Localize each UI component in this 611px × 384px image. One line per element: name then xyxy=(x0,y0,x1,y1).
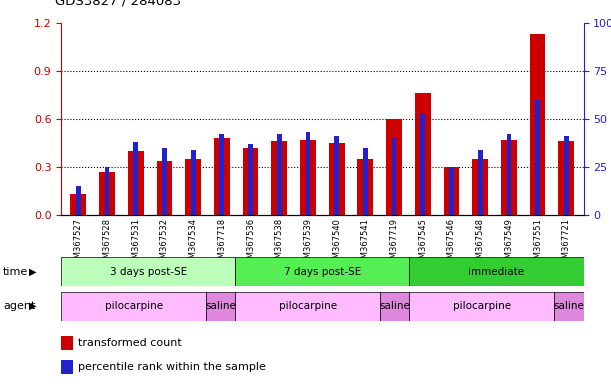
Bar xyxy=(156,161,172,215)
Bar xyxy=(409,257,584,286)
Bar xyxy=(329,143,345,215)
Bar xyxy=(61,292,206,321)
Text: pilocarpine: pilocarpine xyxy=(104,301,163,311)
Bar xyxy=(235,292,380,321)
Bar xyxy=(507,134,511,215)
Bar xyxy=(444,167,459,215)
Bar xyxy=(61,360,73,374)
Bar xyxy=(392,138,397,215)
Bar xyxy=(61,336,73,350)
Text: ▶: ▶ xyxy=(29,266,37,277)
Bar xyxy=(248,144,253,215)
Bar xyxy=(530,34,546,215)
Bar xyxy=(478,150,483,215)
Bar xyxy=(243,148,258,215)
Bar xyxy=(99,172,115,215)
Bar xyxy=(380,292,409,321)
Bar xyxy=(76,186,81,215)
Text: saline: saline xyxy=(554,301,585,311)
Bar xyxy=(277,134,282,215)
Text: ▶: ▶ xyxy=(29,301,37,311)
Bar xyxy=(235,257,409,286)
Bar xyxy=(334,136,339,215)
Bar xyxy=(306,132,310,215)
Bar xyxy=(564,136,569,215)
Bar xyxy=(472,159,488,215)
Bar xyxy=(104,167,109,215)
Bar xyxy=(535,100,540,215)
Bar xyxy=(133,142,138,215)
Text: pilocarpine: pilocarpine xyxy=(279,301,337,311)
Bar xyxy=(191,150,196,215)
Bar xyxy=(214,138,230,215)
Bar xyxy=(219,134,224,215)
Bar xyxy=(185,159,201,215)
Text: percentile rank within the sample: percentile rank within the sample xyxy=(78,362,266,372)
Bar xyxy=(449,167,454,215)
Bar xyxy=(300,140,316,215)
Bar xyxy=(128,151,144,215)
Bar xyxy=(555,292,584,321)
Bar xyxy=(501,140,517,215)
Bar xyxy=(415,93,431,215)
Bar xyxy=(162,148,167,215)
Bar xyxy=(206,292,235,321)
Text: 3 days post-SE: 3 days post-SE xyxy=(109,266,187,277)
Text: pilocarpine: pilocarpine xyxy=(453,301,511,311)
Bar xyxy=(70,194,86,215)
Bar xyxy=(363,148,368,215)
Text: 7 days post-SE: 7 days post-SE xyxy=(284,266,361,277)
Text: saline: saline xyxy=(205,301,236,311)
Text: GDS3827 / 284083: GDS3827 / 284083 xyxy=(55,0,181,8)
Text: agent: agent xyxy=(3,301,35,311)
Bar xyxy=(409,292,555,321)
Text: transformed count: transformed count xyxy=(78,338,181,348)
Bar xyxy=(357,159,373,215)
Text: time: time xyxy=(3,266,28,277)
Bar xyxy=(386,119,402,215)
Bar xyxy=(271,141,287,215)
Bar xyxy=(558,141,574,215)
Text: immediate: immediate xyxy=(469,266,524,277)
Bar xyxy=(420,113,425,215)
Bar xyxy=(61,257,235,286)
Text: saline: saline xyxy=(379,301,411,311)
